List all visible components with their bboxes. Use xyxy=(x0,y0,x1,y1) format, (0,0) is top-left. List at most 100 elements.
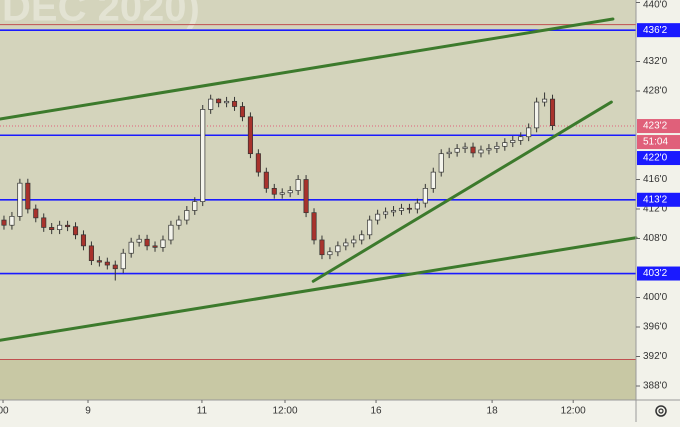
candle-body xyxy=(255,153,261,173)
candle-body xyxy=(1,219,7,226)
candle-body xyxy=(343,242,349,247)
candle-body xyxy=(327,251,333,256)
x-tick-label: 9 xyxy=(85,406,91,417)
candle-body xyxy=(295,179,301,191)
candle-body xyxy=(224,100,230,104)
trend-line xyxy=(311,100,613,283)
candle-body xyxy=(104,261,110,266)
candle-body xyxy=(319,239,325,256)
candle-body xyxy=(335,245,341,253)
candle-body xyxy=(351,239,357,244)
candle-body xyxy=(549,98,556,127)
x-tick-label: 00 xyxy=(0,406,9,417)
candle-body xyxy=(88,245,94,261)
axes: 440'0 432'0 428'0 416'0 412'0 408'0 400'0 396'0… xyxy=(0,0,680,417)
candle-body xyxy=(478,149,484,154)
candle-body xyxy=(200,109,206,202)
candle-body xyxy=(367,219,373,236)
settings-icon[interactable] xyxy=(655,405,667,417)
zone xyxy=(0,359,636,400)
level-label: 403'2 xyxy=(643,268,668,279)
candle-body xyxy=(430,171,436,189)
y-tick-label: 416'0 xyxy=(643,174,668,185)
candle-body xyxy=(438,153,444,173)
level-label-box xyxy=(637,151,680,166)
candle-body xyxy=(486,148,492,151)
level-label-box xyxy=(637,23,680,38)
trend-line xyxy=(0,236,638,342)
candle-body xyxy=(9,216,15,226)
x-tick-label: 12:00 xyxy=(272,406,297,417)
y-tick-label: 392'0 xyxy=(643,351,668,362)
candle-body xyxy=(534,101,540,129)
candle-body xyxy=(287,190,293,194)
y-tick-label: 396'0 xyxy=(643,322,668,333)
candle-body xyxy=(152,245,158,248)
level-label: 436'2 xyxy=(643,25,668,36)
candle-body xyxy=(494,145,500,149)
level-label: 413'2 xyxy=(643,194,668,205)
candle-body xyxy=(176,219,182,226)
plot: DEC 2020) xyxy=(0,0,638,400)
candle-body xyxy=(41,217,47,228)
countdown-label-box xyxy=(637,135,680,150)
candle-body xyxy=(168,224,174,241)
x-tick-label: 11 xyxy=(197,406,208,417)
candle-body xyxy=(112,264,118,270)
candle-body xyxy=(128,241,134,254)
x-tick-label: 12:00 xyxy=(561,406,586,417)
candle-body xyxy=(208,98,214,110)
candle-body xyxy=(470,146,476,154)
candle-body xyxy=(184,210,190,221)
candle-body xyxy=(144,238,150,247)
candle-body xyxy=(231,100,238,107)
y-tick-label: 388'0 xyxy=(643,381,668,392)
candle-body xyxy=(239,106,246,118)
candle-body xyxy=(192,201,198,211)
candle-body xyxy=(398,207,405,211)
candle-body xyxy=(359,234,365,241)
y-tick-label: 440'0 xyxy=(643,0,668,11)
x-tick-label: 16 xyxy=(370,406,382,417)
candle-body xyxy=(454,148,460,153)
candle-body xyxy=(502,142,508,147)
countdown-label: 51:04 xyxy=(643,137,668,148)
candle-body xyxy=(136,238,142,243)
candle-body xyxy=(446,151,452,155)
candle-body xyxy=(462,146,468,149)
trend-line xyxy=(0,17,615,121)
candle-body xyxy=(414,202,420,210)
y-tick-label: 400'0 xyxy=(643,292,668,303)
candle-body xyxy=(263,171,269,189)
candle-body xyxy=(518,136,524,141)
candle-body xyxy=(279,192,285,195)
candle-body xyxy=(49,227,55,230)
candle-body xyxy=(72,226,79,236)
y-tick-label: 408'0 xyxy=(643,233,668,244)
level-label-box xyxy=(637,192,680,207)
candle-body xyxy=(406,207,412,210)
last-price-label-box xyxy=(637,119,680,134)
candle-body xyxy=(542,98,548,103)
candle-body xyxy=(526,127,532,138)
last-price-label: 423'2 xyxy=(643,121,668,132)
level-label-box xyxy=(637,266,680,281)
candle-body xyxy=(303,179,309,214)
candle-body xyxy=(375,213,381,221)
candle-body xyxy=(422,187,428,204)
candle-body xyxy=(390,210,397,213)
candle-body xyxy=(247,116,253,155)
candle-body xyxy=(383,211,389,215)
y-tick-label: 432'0 xyxy=(643,56,668,67)
candle-body xyxy=(17,182,23,217)
candle-body xyxy=(65,224,71,228)
candle-body xyxy=(80,234,87,247)
candle-body xyxy=(25,182,31,210)
candle-body xyxy=(160,239,166,248)
level-label: 422'0 xyxy=(643,153,668,164)
x-tick-label: 18 xyxy=(487,406,499,417)
candle-body xyxy=(120,252,126,270)
y-tick-label: 412'0 xyxy=(643,204,668,215)
candle-body xyxy=(96,260,102,263)
